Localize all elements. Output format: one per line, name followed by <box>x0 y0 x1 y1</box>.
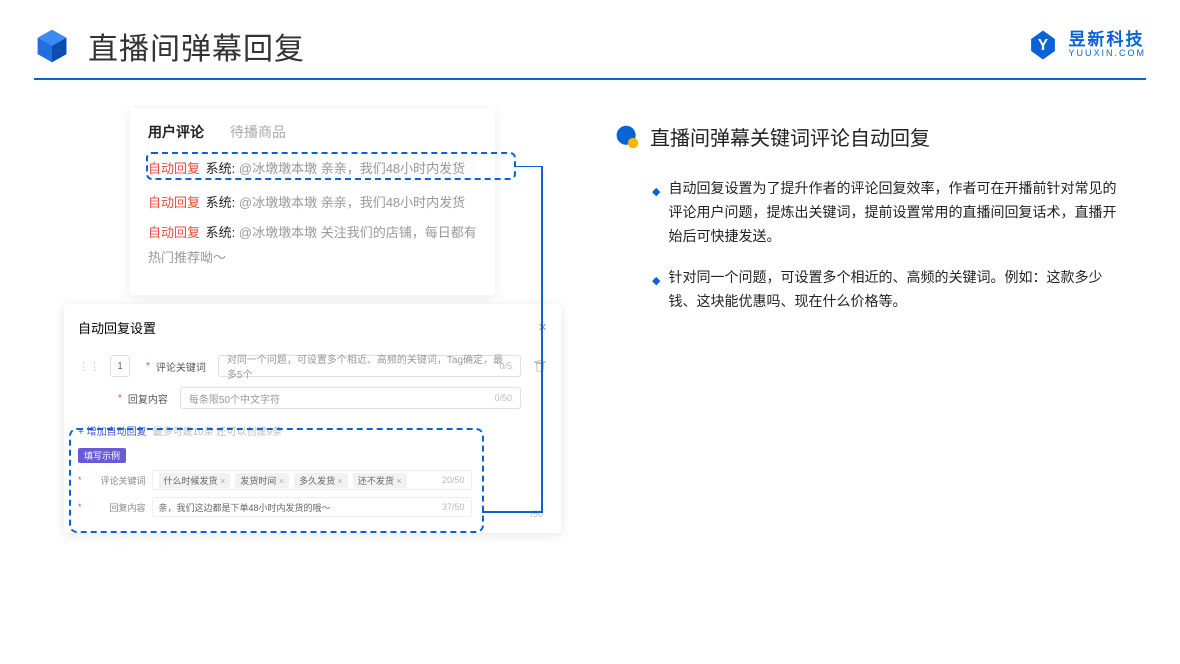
drag-icon[interactable]: ⋮⋮ <box>78 360 100 373</box>
bullet-text: 针对同一个问题，可设置多个相近的、高频的关键词。例如：这款多少钱、这块能优惠吗、… <box>668 266 1128 314</box>
bubble-icon <box>614 124 640 150</box>
bullet-text: 自动回复设置为了提升作者的评论回复效率，作者可在开播前针对常见的评论用户问题，提… <box>668 177 1128 248</box>
kw-label: 评论关键词 <box>156 359 206 374</box>
tag-pill[interactable]: 多久发货 <box>294 473 348 488</box>
add-auto-reply-link[interactable]: 增加自动回复 <box>78 423 147 438</box>
ex-content-label: 回复内容 <box>88 501 146 514</box>
tag-pill[interactable]: 什么时候发货 <box>159 473 231 488</box>
brand-name: 昱新科技 <box>1068 31 1146 50</box>
auto-reply-settings-card: 自动回复设置 × ⋮⋮ 1 * 评论关键词 对同一个问题，可设置多个相近、高频的… <box>64 304 561 533</box>
comment-row: 自动回复 系统: @冰墩墩本墩 亲亲，我们48小时内发货 <box>148 191 477 216</box>
example-chip: 填写示例 <box>78 448 126 463</box>
content-input[interactable]: 每条限50个中文字符 0/50 <box>180 387 521 409</box>
kw-count: 0/5 <box>499 361 512 371</box>
settings-title: 自动回复设置 <box>78 318 156 337</box>
sys-label: 系统: <box>206 225 236 240</box>
outer-count: /50 <box>530 509 543 519</box>
cube-logo-icon <box>34 28 70 64</box>
right-title: 直播间弹幕关键词评论自动回复 <box>650 122 930 151</box>
kw-placeholder: 对同一个问题，可设置多个相近、高频的关键词，Tag确定，最多5个 <box>227 351 512 381</box>
comment-tabs: 用户评论 待播商品 <box>148 122 477 142</box>
add-hint: 最多可建10条 还可以创建9条 <box>153 423 282 438</box>
brand-url: YUUXIN.COM <box>1068 49 1146 59</box>
comments-card: 用户评论 待播商品 自动回复 系统: @冰墩墩本墩 亲亲，我们48小时内发货 自… <box>130 108 495 295</box>
brand-block: Y 昱新科技 YUUXIN.COM <box>1026 28 1146 62</box>
kw-input[interactable]: 对同一个问题，可设置多个相近、高频的关键词，Tag确定，最多5个 0/5 <box>218 355 521 377</box>
left-column: 用户评论 待播商品 自动回复 系统: @冰墩墩本墩 亲亲，我们48小时内发货 自… <box>34 108 544 588</box>
required-star: * <box>78 502 82 512</box>
required-star: * <box>78 475 82 485</box>
close-icon[interactable]: × <box>538 319 547 336</box>
content-label: 回复内容 <box>128 391 168 406</box>
diamond-icon: ◆ <box>652 183 660 202</box>
tag-pill[interactable]: 还不发货 <box>353 473 407 488</box>
required-star: * <box>146 361 150 372</box>
ex-content-count: 37/50 <box>442 502 465 512</box>
comment-row: 自动回复 系统: @冰墩墩本墩 亲亲，我们48小时内发货 <box>148 154 477 185</box>
content-count: 0/50 <box>494 393 512 403</box>
comment-row: 自动回复 系统: @冰墩墩本墩 关注我们的店铺，每日都有热门推荐呦～ <box>148 221 477 270</box>
bullet-item: ◆ 针对同一个问题，可设置多个相近的、高频的关键词。例如：这款多少钱、这块能优惠… <box>652 266 1146 314</box>
auto-reply-tag: 自动回复 <box>148 225 200 240</box>
header-divider <box>34 78 1146 80</box>
ex-kw-count: 20/50 <box>442 475 465 485</box>
sys-label: 系统: <box>206 161 236 176</box>
comment-list: 自动回复 系统: @冰墩墩本墩 亲亲，我们48小时内发货 自动回复 系统: @冰… <box>148 154 477 271</box>
sys-label: 系统: <box>206 195 236 210</box>
diamond-icon: ◆ <box>652 272 660 291</box>
svg-text:Y: Y <box>1038 37 1048 54</box>
ex-content-box[interactable]: 亲，我们这边都是下单48小时内发货的哦～ 37/50 <box>152 497 472 517</box>
required-star: * <box>118 393 122 404</box>
comment-body: @冰墩墩本墩 亲亲，我们48小时内发货 <box>239 195 465 210</box>
index-box: 1 <box>110 355 130 377</box>
tab-pending-products[interactable]: 待播商品 <box>230 122 286 142</box>
content-placeholder: 每条限50个中文字符 <box>189 391 280 406</box>
right-column: 直播间弹幕关键词评论自动回复 ◆ 自动回复设置为了提升作者的评论回复效率，作者可… <box>594 108 1146 588</box>
comment-body: @冰墩墩本墩 亲亲，我们48小时内发货 <box>239 161 465 176</box>
ex-content-text: 亲，我们这边都是下单48小时内发货的哦～ <box>159 501 331 514</box>
brand-logo-icon: Y <box>1026 28 1060 62</box>
tag-pill[interactable]: 发货时间 <box>235 473 289 488</box>
ex-kw-box[interactable]: 什么时候发货 发货时间 多久发货 还不发货 20/50 <box>152 470 472 490</box>
tab-user-comments[interactable]: 用户评论 <box>148 122 204 142</box>
page-title: 直播间弹幕回复 <box>88 24 305 68</box>
bullet-item: ◆ 自动回复设置为了提升作者的评论回复效率，作者可在开播前针对常见的评论用户问题… <box>652 177 1146 248</box>
auto-reply-tag: 自动回复 <box>148 161 200 176</box>
auto-reply-tag: 自动回复 <box>148 195 200 210</box>
trash-icon[interactable] <box>533 359 547 373</box>
ex-kw-label: 评论关键词 <box>88 474 146 487</box>
page-header: 直播间弹幕回复 Y 昱新科技 YUUXIN.COM <box>0 0 1180 78</box>
